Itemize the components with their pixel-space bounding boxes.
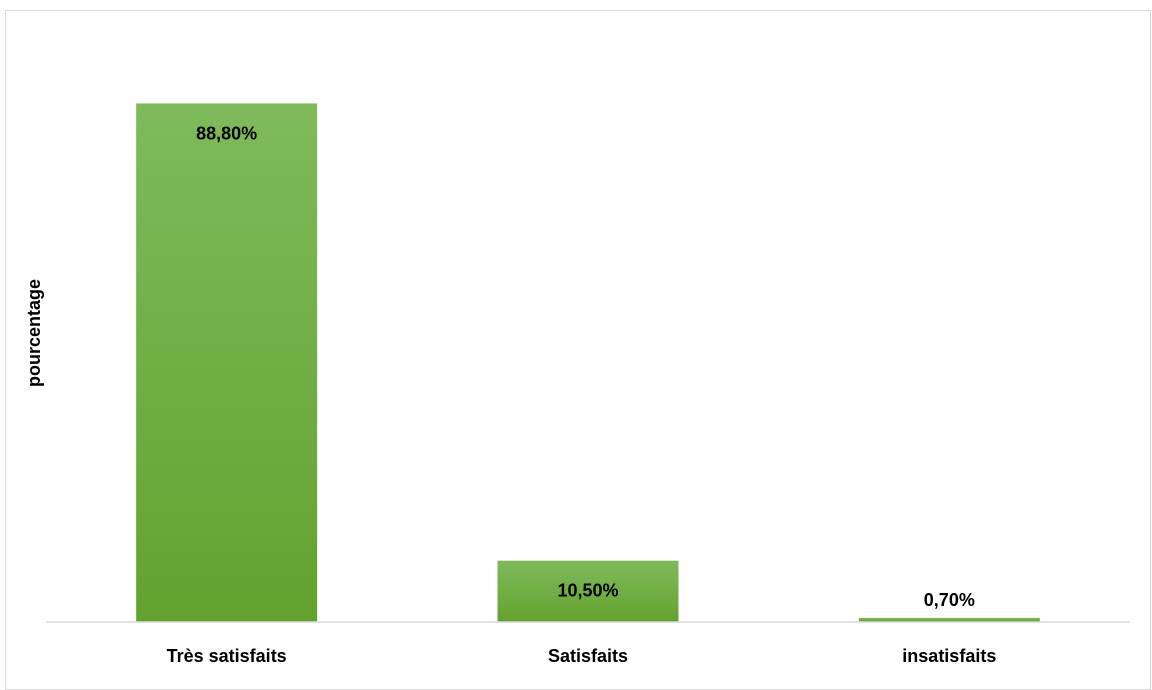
bar-chart: pourcentage Très satisfaits Satisfaits ins… [24, 103, 1130, 666]
bar-2 [497, 560, 679, 622]
data-labels: 88,80% 10,50% 0,70% [196, 123, 975, 610]
bar-1 [136, 103, 318, 622]
x-tick-label-3: insatisfaits [902, 646, 996, 666]
y-axis-label: pourcentage [24, 279, 44, 387]
data-label-3: 0,70% [924, 590, 975, 610]
x-tick-label-1: Très satisfaits [167, 646, 287, 666]
bar-3 [858, 617, 1040, 622]
bars-group [136, 103, 1040, 622]
x-tick-labels: Très satisfaits Satisfaits insatisfaits [167, 646, 997, 666]
data-label-2: 10,50% [557, 581, 618, 601]
data-label-1: 88,80% [196, 123, 257, 143]
x-tick-label-2: Satisfaits [548, 646, 628, 666]
